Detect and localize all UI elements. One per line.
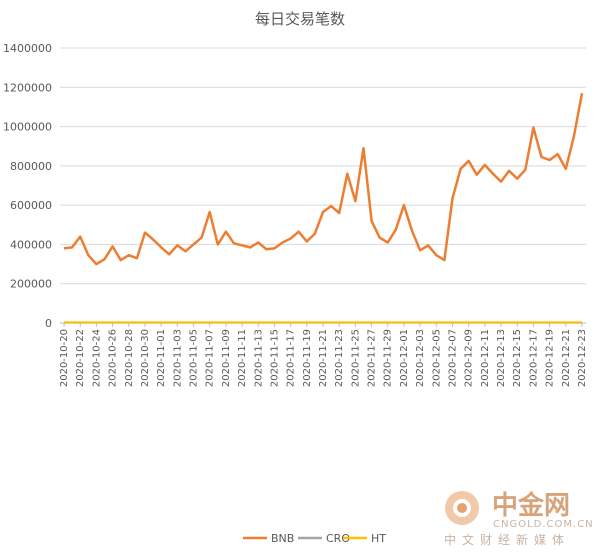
x-tick-label: 2020-11-17 — [286, 329, 297, 387]
x-tick-label: 2020-12-23 — [577, 329, 588, 387]
watermark-domain: CNGOLD.COM.CN — [493, 519, 594, 530]
x-tick-label: 2020-12-11 — [480, 329, 491, 387]
legend-label-bnb: BNB — [271, 532, 294, 545]
x-tick-label: 2020-10-30 — [140, 329, 151, 387]
x-tick-label: 2020-12-19 — [545, 329, 556, 387]
x-tick-label: 2020-12-05 — [431, 329, 442, 387]
x-tick-label: 2020-10-22 — [75, 329, 86, 387]
x-tick-label: 2020-11-19 — [302, 329, 313, 387]
x-tick-label: 2020-11-21 — [318, 329, 329, 387]
x-tick-label: 2020-12-13 — [496, 329, 507, 387]
legend-label-cro: CRO — [326, 532, 350, 545]
x-tick-label: 2020-12-07 — [447, 329, 458, 387]
y-tick-label: 200000 — [10, 278, 52, 291]
y-axis-ticks: 0 200000 400000 600000 800000 1000000 1200000 1… — [3, 42, 52, 330]
x-tick-label: 2020-10-26 — [108, 329, 119, 387]
x-tick-label: 2020-10-24 — [91, 329, 102, 387]
y-tick-label: 1400000 — [3, 42, 52, 55]
series-line-bnb — [63, 92, 584, 266]
x-tick-label: 2020-11-01 — [156, 329, 167, 387]
x-tick-label: 2020-12-15 — [512, 329, 523, 387]
x-tick-label: 2020-12-09 — [464, 329, 475, 387]
y-tick-label: 800000 — [10, 160, 52, 173]
watermark-logo-core-icon — [457, 503, 467, 513]
x-tick-label: 2020-11-05 — [189, 329, 200, 387]
x-tick-label: 2020-11-03 — [172, 329, 183, 387]
x-tick-label: 2020-12-01 — [399, 329, 410, 387]
x-tick-label: 2020-11-07 — [205, 329, 216, 387]
x-tick-label: 2020-12-21 — [561, 329, 572, 387]
x-tick-label: 2020-11-25 — [350, 329, 361, 387]
y-tick-label: 1200000 — [3, 81, 52, 94]
x-tick-label: 2020-11-23 — [334, 329, 345, 387]
watermark: 中金网 CNGOLD.COM.CN 中文财经新媒体 — [444, 490, 594, 547]
x-tick-label: 2020-11-13 — [253, 329, 264, 387]
x-tick-label: 2020-11-15 — [269, 329, 280, 387]
x-tick-label: 2020-11-29 — [383, 329, 394, 387]
x-tick-label: 2020-12-03 — [415, 329, 426, 387]
y-tick-label: 400000 — [10, 238, 52, 251]
x-axis-ticks: 2020-10-20 2020-10-22 2020-10-24 2020-10-26… — [59, 323, 588, 387]
legend-label-ht: HT — [371, 532, 386, 545]
x-tick-label: 2020-10-20 — [59, 329, 70, 387]
x-tick-label: 2020-10-28 — [124, 329, 135, 387]
y-tick-label: 0 — [45, 317, 52, 330]
gridlines — [60, 47, 586, 285]
x-tick-label: 2020-11-11 — [237, 329, 248, 387]
y-tick-label: 1000000 — [3, 121, 52, 134]
watermark-brand: 中金网 — [492, 490, 570, 521]
x-tick-label: 2020-12-17 — [528, 329, 539, 387]
x-tick-label: 2020-11-27 — [367, 329, 378, 387]
series-lines — [63, 92, 584, 324]
watermark-tagline: 中文财经新媒体 — [444, 532, 570, 547]
y-tick-label: 600000 — [10, 199, 52, 212]
legend: BNB CRO HT — [243, 532, 386, 545]
chart-title: 每日交易笔数 — [255, 10, 345, 28]
x-tick-label: 2020-11-09 — [221, 329, 232, 387]
